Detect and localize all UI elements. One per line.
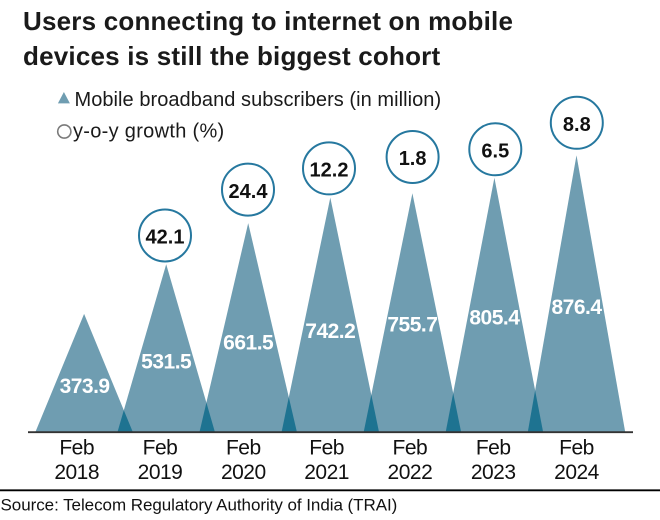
- svg-text:2024: 2024: [554, 461, 600, 484]
- svg-text:2023: 2023: [471, 461, 516, 484]
- svg-text:y-o-y growth (%): y-o-y growth (%): [73, 121, 225, 143]
- svg-text:876.4: 876.4: [551, 296, 602, 319]
- svg-text:devices is still the biggest c: devices is still the biggest cohort: [23, 41, 440, 71]
- svg-text:24.4: 24.4: [229, 181, 269, 203]
- svg-text:373.9: 373.9: [60, 375, 110, 398]
- svg-text:531.5: 531.5: [141, 350, 192, 373]
- svg-text:Mobile broadband subscribers (: Mobile broadband subscribers (in million…: [75, 89, 442, 111]
- svg-text:805.4: 805.4: [469, 307, 520, 330]
- svg-text:2022: 2022: [388, 461, 433, 484]
- svg-text:2019: 2019: [138, 461, 183, 484]
- svg-text:Feb: Feb: [309, 437, 344, 460]
- svg-text:6.5: 6.5: [481, 141, 509, 163]
- svg-text:661.5: 661.5: [223, 332, 274, 355]
- svg-text:2020: 2020: [221, 461, 266, 484]
- svg-text:Users connecting to internet o: Users connecting to internet on mobile: [23, 6, 513, 36]
- svg-text:Feb: Feb: [559, 437, 594, 460]
- svg-text:8.8: 8.8: [563, 114, 591, 136]
- svg-text:2018: 2018: [54, 461, 99, 484]
- svg-text:Feb: Feb: [143, 437, 178, 460]
- svg-text:Source: Telecom Regulatory Aut: Source: Telecom Regulatory Authority of …: [1, 496, 398, 515]
- svg-text:42.1: 42.1: [146, 227, 185, 249]
- svg-text:Feb: Feb: [226, 437, 261, 460]
- svg-text:12.2: 12.2: [310, 160, 349, 182]
- svg-text:Feb: Feb: [393, 437, 428, 460]
- svg-text:742.2: 742.2: [305, 320, 355, 343]
- svg-text:755.7: 755.7: [387, 314, 437, 337]
- svg-text:2021: 2021: [304, 461, 349, 484]
- svg-text:1.8: 1.8: [399, 148, 427, 170]
- svg-text:Feb: Feb: [476, 437, 511, 460]
- svg-text:Feb: Feb: [59, 437, 94, 460]
